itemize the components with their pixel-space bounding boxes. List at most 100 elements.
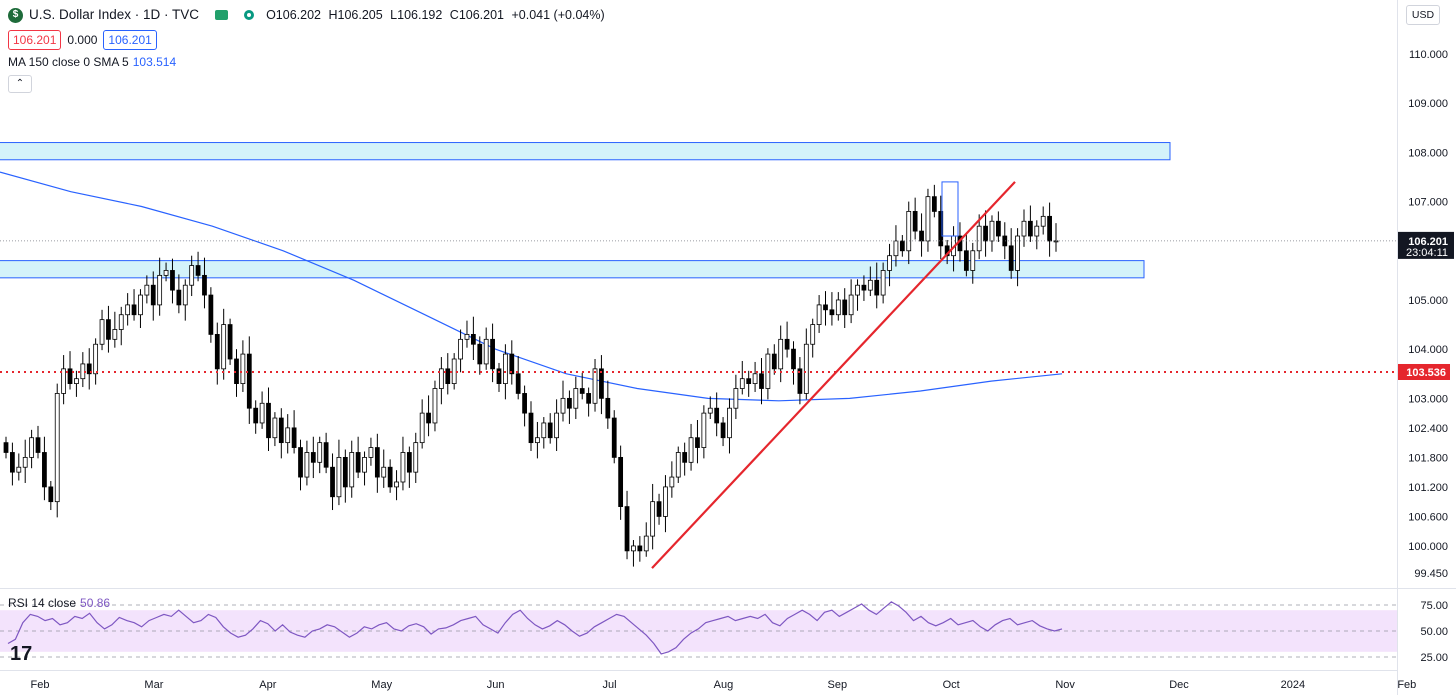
candle-down [490, 338, 495, 370]
price-axis[interactable]: 110.000 109.000 108.000 107.000 105.000 104.0… [1408, 49, 1448, 580]
candle-down [547, 422, 553, 439]
candle-down [298, 447, 303, 478]
price-tick-label: 102.400 [1408, 423, 1448, 435]
zones[interactable] [0, 142, 1171, 279]
candle-up [592, 368, 598, 404]
candle-up [362, 456, 367, 473]
candle-down [48, 486, 54, 503]
candle-up [99, 319, 105, 345]
candle-down [695, 437, 700, 448]
low-value: L106.192 [390, 8, 443, 22]
current-price-tag [1398, 231, 1454, 259]
candle-down [323, 442, 329, 468]
candle-down [170, 270, 175, 291]
time-axis[interactable]: Feb Mar Apr May Jun Jul Aug Sep Oct Nov Dec 2024 Feb [31, 679, 1417, 691]
candle-up [157, 274, 163, 306]
candle-up [483, 338, 489, 365]
candle-down [995, 220, 1001, 237]
candle-down [35, 437, 41, 453]
candle-down [746, 378, 752, 385]
candle-down [42, 452, 47, 488]
candle-up [317, 442, 323, 463]
candle-up [464, 334, 470, 340]
candle-down [278, 417, 284, 444]
candle-up [867, 279, 873, 291]
candle-up [1015, 235, 1020, 271]
candle-down [310, 452, 316, 463]
candle-up [22, 456, 28, 468]
buy-price-button[interactable]: 106.201 [103, 30, 157, 50]
candle-up [419, 412, 425, 444]
candle-up [336, 456, 342, 498]
candle-down [874, 279, 880, 296]
highlight-box [941, 181, 959, 237]
candle-up [880, 270, 886, 296]
rsi-line [7, 601, 1063, 655]
sell-price-button[interactable]: 106.201 [8, 30, 62, 50]
time-tick-label: Feb [31, 679, 50, 691]
candle-up [381, 466, 387, 478]
price-tick-label: 103.000 [1408, 393, 1448, 405]
candle-down [611, 417, 617, 458]
change-value: +0.041 (+0.04%) [511, 8, 605, 22]
candle-down [227, 324, 233, 360]
candle-down [150, 284, 156, 306]
candle-down [919, 230, 924, 242]
collapse-legend-button[interactable]: ⌃ [8, 75, 32, 93]
candle-down [214, 334, 220, 370]
candle-down [823, 304, 828, 311]
candle-down [67, 368, 73, 385]
candle-down [912, 211, 918, 232]
candle-up [54, 393, 60, 503]
drawings[interactable] [0, 181, 1397, 569]
price-tick-label: 101.200 [1408, 482, 1448, 494]
ma-legend[interactable]: MA 150 close 0 SMA 5 103.514 [8, 54, 176, 70]
candle-down [567, 397, 572, 409]
candle-up [631, 545, 636, 552]
chart-title[interactable]: U.S. Dollar Index · 1D · TVC [29, 7, 200, 22]
candle-down [618, 456, 624, 507]
candle-up [535, 437, 540, 444]
candle-up [413, 442, 419, 473]
candle-down [842, 299, 848, 316]
price-tick-label: 101.800 [1408, 452, 1448, 464]
candle-down [899, 240, 905, 252]
symbol-badge-icon[interactable]: $ [8, 7, 23, 23]
candle-up [503, 353, 508, 385]
candle-up [125, 304, 131, 316]
candle-down [509, 353, 515, 375]
candle-down [791, 348, 796, 370]
currency-button[interactable]: USD [1406, 5, 1440, 25]
candle-up [189, 265, 195, 286]
rsi-legend[interactable]: RSI 14 close 50.86 [8, 596, 110, 610]
price-tick-label: 100.600 [1408, 511, 1448, 523]
candle-down [605, 397, 611, 419]
candle-down [624, 506, 630, 552]
candle-down [784, 338, 790, 350]
candle-down [938, 211, 944, 247]
eye-icon[interactable] [215, 10, 229, 20]
candle-down [477, 343, 483, 365]
price-tick-label: 109.000 [1408, 98, 1448, 110]
candle-up [29, 437, 34, 458]
candle-up [739, 378, 745, 389]
candle-down [720, 422, 726, 439]
time-tick-label: Apr [259, 679, 276, 691]
candle-up [835, 299, 841, 316]
candle-down [266, 402, 271, 439]
price-tick-label: 104.000 [1408, 344, 1448, 356]
candle-up [272, 417, 278, 439]
candle-up [970, 250, 976, 271]
market-status-icon[interactable] [244, 10, 255, 20]
candle-down [406, 452, 412, 473]
candle-up [669, 476, 675, 488]
candle-up [688, 437, 694, 463]
candle-down [656, 501, 662, 517]
candle-down [522, 393, 527, 414]
candle-up [163, 270, 169, 276]
candle-up [458, 338, 463, 360]
candle-up [643, 535, 649, 552]
